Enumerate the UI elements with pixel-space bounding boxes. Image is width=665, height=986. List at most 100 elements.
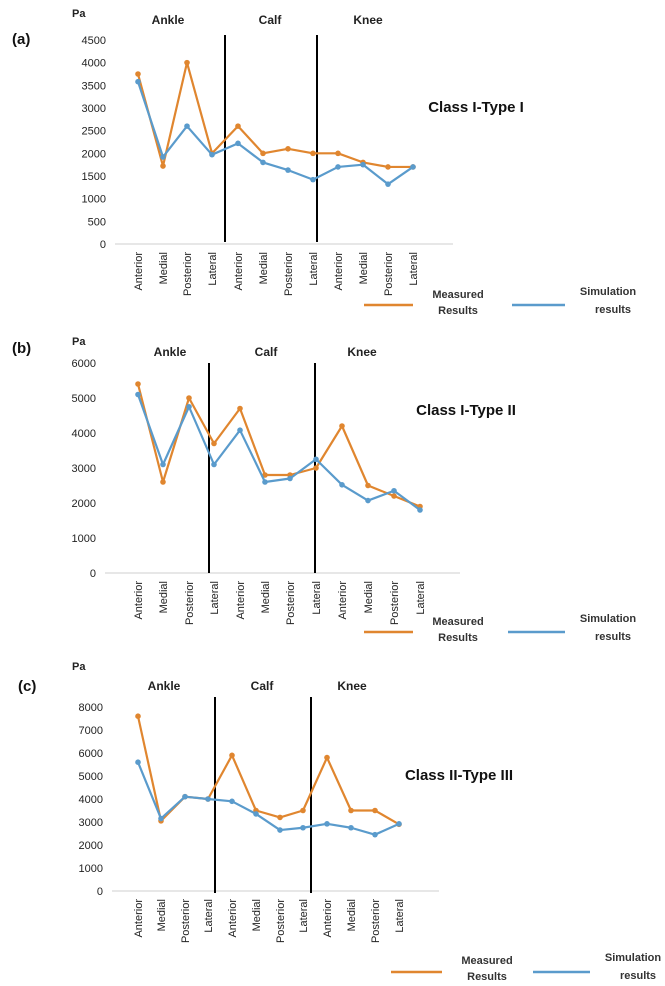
simulation-series-point [277, 827, 283, 833]
simulation-series-point [300, 824, 306, 831]
simulation-series-point [253, 811, 259, 817]
measured-series-point [385, 164, 391, 170]
group-label-knee: Knee [353, 13, 383, 27]
legend-measured-label: Measured [432, 616, 483, 628]
panel-label: (a) [12, 31, 30, 48]
simulation-series-point [158, 815, 164, 822]
x-tick-label: Posterior [383, 252, 395, 296]
group-label-ankle: Ankle [148, 679, 181, 693]
simulation-series-point [182, 793, 188, 800]
measured-series-line [136, 61, 413, 169]
x-tick-label: Posterior [275, 899, 287, 943]
measured-series-point [365, 482, 371, 489]
measured-series-line [136, 383, 421, 508]
legend-measured-label: Results [438, 305, 478, 317]
simulation-series-point [310, 176, 316, 183]
measured-series-point [186, 395, 192, 401]
y-tick-label: 4500 [82, 35, 106, 47]
simulation-series-point [391, 487, 397, 494]
y-tick-label: 6000 [72, 358, 96, 370]
legend-simulation-label: Simulation [580, 613, 637, 625]
x-tick-label: Medial [363, 581, 375, 613]
x-tick-label: Medial [258, 252, 270, 284]
simulation-series-point [235, 140, 241, 147]
measured-series-point [285, 146, 291, 152]
group-label-calf: Calf [255, 345, 279, 359]
x-tick-label: Lateral [394, 899, 406, 933]
x-tick-label: Medial [156, 899, 168, 931]
measured-series-point [372, 807, 378, 814]
legend-simulation-label: Simulation [605, 952, 662, 964]
y-tick-label: 3500 [82, 80, 106, 92]
simulation-series-point [209, 151, 215, 158]
y-tick-label: 0 [90, 568, 96, 580]
group-label-knee: Knee [347, 345, 377, 359]
measured-series-point [229, 752, 235, 759]
group-label-ankle: Ankle [154, 345, 187, 359]
y-tick-label: 4000 [72, 428, 96, 440]
y-tick-label: 2500 [82, 126, 106, 138]
panel-label: (b) [12, 340, 31, 357]
simulation-series-point [285, 167, 291, 173]
x-tick-label: Posterior [180, 899, 192, 943]
x-tick-label: Posterior [389, 581, 401, 625]
simulation-series-point [339, 482, 345, 488]
x-tick-label: Medial [358, 252, 370, 284]
y-unit-label: Pa [72, 661, 86, 673]
measured-series-point [211, 440, 217, 447]
x-tick-label: Anterior [133, 899, 145, 938]
measured-series-point [339, 423, 345, 429]
x-tick-label: Posterior [182, 252, 194, 296]
y-unit-label: Pa [72, 336, 86, 348]
measured-series-point [135, 71, 141, 77]
measured-series-point [262, 472, 268, 478]
simulation-series-line [136, 81, 414, 186]
simulation-series-point [211, 461, 217, 468]
measured-series-point [160, 479, 166, 485]
simulation-series-point [135, 759, 141, 765]
simulation-series-point [229, 798, 235, 805]
x-tick-label: Posterior [283, 252, 295, 296]
measured-series-point [135, 381, 141, 387]
group-label-calf: Calf [259, 13, 283, 27]
measured-series-point [335, 150, 341, 157]
y-tick-label: 1000 [82, 194, 106, 206]
measured-series-point [310, 150, 316, 157]
x-tick-label: Posterior [370, 899, 382, 943]
x-tick-label: Lateral [308, 252, 320, 286]
legend-simulation-label: results [620, 970, 656, 982]
y-tick-label: 0 [97, 886, 103, 898]
x-tick-label: Medial [346, 899, 358, 931]
x-tick-label: Anterior [337, 581, 349, 620]
x-tick-label: Anterior [233, 252, 245, 291]
y-tick-label: 3000 [79, 817, 103, 829]
simulation-series-point [135, 391, 141, 398]
simulation-series-point [184, 123, 190, 129]
measured-series-point [260, 150, 266, 157]
measured-series-point [313, 465, 319, 471]
legend-measured-label: Results [438, 632, 478, 644]
y-tick-label: 4000 [79, 794, 103, 806]
legend-measured-label: Measured [432, 289, 483, 301]
x-tick-label: Lateral [298, 899, 310, 933]
y-tick-label: 2000 [72, 498, 96, 510]
x-tick-label: Lateral [415, 581, 427, 615]
x-tick-label: Anterior [227, 899, 239, 938]
simulation-series-point [205, 796, 211, 802]
x-tick-label: Anterior [322, 899, 334, 938]
measured-series-point [160, 163, 166, 169]
group-label-ankle: Ankle [152, 13, 185, 27]
y-tick-label: 0 [100, 239, 106, 251]
x-tick-label: Lateral [207, 252, 219, 286]
measured-series-line [136, 715, 400, 826]
simulation-series-point [348, 824, 354, 831]
y-tick-label: 5000 [79, 771, 103, 783]
simulation-series-point [262, 479, 268, 485]
y-tick-label: 2000 [82, 148, 106, 160]
y-tick-label: 7000 [79, 725, 103, 737]
legend-measured-label: Measured [461, 955, 512, 967]
y-tick-label: 3000 [82, 103, 106, 115]
simulation-series-point [135, 78, 141, 85]
class-label: Class I-Type I [428, 99, 524, 116]
simulation-series-point [160, 461, 166, 468]
